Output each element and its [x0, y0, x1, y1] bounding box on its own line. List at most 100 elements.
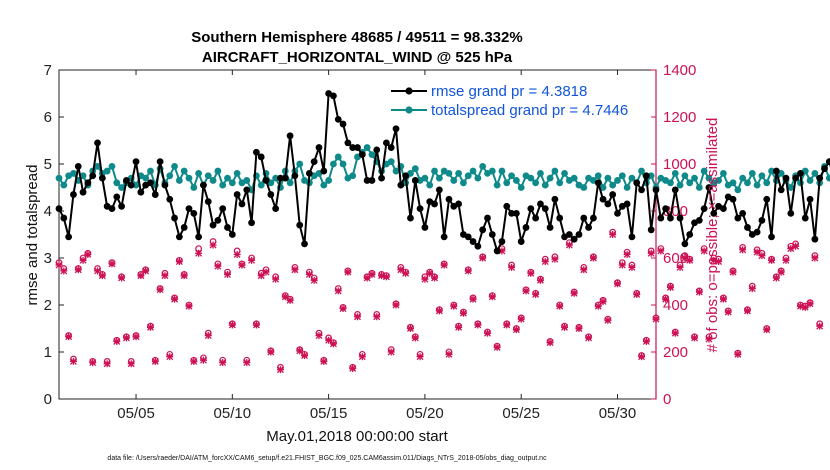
obs-assimilated-point — [382, 273, 390, 281]
rmse-point — [652, 186, 660, 194]
rmse-point — [493, 247, 501, 255]
totalspread-point — [411, 165, 419, 173]
rmse-point — [787, 209, 795, 217]
obs-assimilated-point — [416, 353, 424, 361]
rmse-point — [84, 179, 92, 187]
rmse-point — [209, 221, 217, 229]
obs-assimilated-point — [402, 269, 410, 277]
rmse-point — [224, 224, 231, 231]
obs-assimilated-point — [666, 283, 674, 291]
totalspread-point — [580, 184, 588, 191]
rmse-point — [811, 235, 819, 243]
rmse-point — [541, 205, 549, 213]
obs-assimilated-point — [638, 353, 646, 361]
rmse-point — [772, 167, 780, 175]
obs-assimilated-point — [334, 287, 342, 295]
obs-assimilated-point — [440, 261, 448, 269]
obs-assimilated-point — [532, 290, 540, 298]
obs-assimilated-point — [565, 241, 573, 249]
rmse-point — [228, 231, 236, 238]
rmse-point — [440, 233, 448, 241]
obs-assimilated-point — [354, 313, 361, 321]
obs-assimilated-point — [142, 267, 150, 275]
totalspread-point — [753, 181, 761, 189]
obs-assimilated-point — [536, 276, 544, 284]
obs-assimilated-point — [329, 340, 337, 348]
totalspread-point — [455, 170, 463, 177]
totalspread-point — [594, 172, 602, 180]
obs-assimilated-point — [204, 332, 212, 340]
obs-assimilated-point — [103, 360, 111, 368]
obs-assimilated-point — [243, 359, 251, 367]
rmse-point — [180, 224, 188, 231]
totalspread-point — [493, 181, 501, 189]
totalspread-point — [368, 151, 376, 159]
rmse-point — [277, 174, 284, 182]
rmse-point — [243, 186, 251, 194]
rmse-point — [806, 195, 814, 203]
rmse-point — [455, 200, 463, 208]
obs-assimilated-point — [585, 334, 593, 342]
rmse-point — [407, 214, 414, 222]
obs-assimilated-point — [305, 270, 313, 278]
rmse-point — [585, 224, 592, 231]
rmse-point — [286, 132, 294, 140]
rmse-point — [118, 202, 125, 210]
obs-assimilated-point — [392, 301, 400, 309]
obs-assimilated-point — [556, 302, 564, 310]
rmse-point — [123, 177, 130, 184]
rmse-point — [503, 202, 511, 210]
y-axis-left: 0 1 2 3 4 5 6 7 — [44, 62, 64, 408]
obs-assimilated-point — [301, 352, 309, 360]
obs-assimilated-point — [228, 321, 236, 329]
totalspread-point — [763, 179, 771, 187]
rmse-point — [349, 144, 357, 151]
totalspread-point — [190, 184, 198, 191]
rmse-point — [421, 224, 429, 231]
rmse-point — [604, 200, 612, 208]
rmse-point — [94, 139, 101, 147]
totalspread-point — [431, 167, 438, 175]
totalspread-point — [464, 172, 472, 180]
obs-assimilated-point — [455, 323, 463, 331]
totalspread-point — [450, 177, 458, 184]
rmse-point — [570, 235, 578, 243]
totalspread-point — [512, 177, 520, 184]
obs-assimilated-point — [777, 268, 785, 276]
obs-assimilated-point — [98, 272, 106, 280]
totalspread-point — [320, 181, 328, 189]
rmse-point — [320, 167, 328, 175]
rmse-point — [368, 177, 376, 184]
obs-assimilated-point — [647, 249, 655, 257]
obs-assimilated-point — [190, 357, 198, 365]
totalspread-point — [671, 170, 679, 177]
totalspread-point — [667, 179, 674, 187]
obs-assimilated-point — [146, 323, 154, 331]
rmse-point — [686, 231, 694, 238]
obs-assimilated-point — [65, 333, 73, 341]
rmse-point — [527, 205, 535, 213]
obs-assimilated-point — [411, 334, 419, 342]
totalspread-point — [758, 172, 766, 180]
rmse-point — [479, 226, 487, 234]
obs-assimilated-point — [291, 266, 299, 274]
obs-assimilated-point — [272, 275, 280, 283]
totalspread-point — [561, 170, 568, 177]
totalspread-point — [700, 167, 708, 175]
totalspread-point — [748, 170, 756, 177]
rmse-point — [127, 181, 135, 189]
totalspread-point — [103, 167, 111, 175]
rmse-point — [363, 177, 371, 184]
y-left-tick-label: 2 — [44, 297, 52, 314]
data-file-footer: data file: /Users/raeder/DAI/ATM_forcXX/… — [107, 455, 547, 462]
totalspread-point — [739, 174, 747, 182]
x-tick-label: 05/05 — [117, 405, 155, 422]
rmse-point — [166, 195, 174, 203]
rmse-point — [782, 174, 790, 182]
rmse-point — [758, 217, 766, 224]
totalspread-point — [147, 167, 154, 175]
totalspread-point — [113, 179, 121, 187]
rmse-point — [89, 172, 97, 180]
obs-assimilated-point — [349, 364, 357, 372]
totalspread-point — [618, 172, 626, 180]
